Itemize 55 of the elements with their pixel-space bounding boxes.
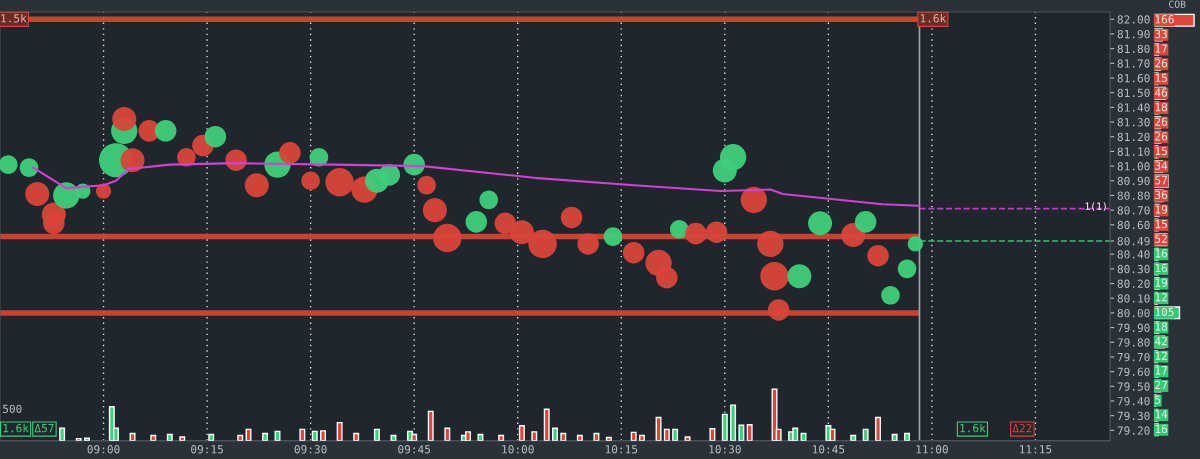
x-tick-label: 10:15: [605, 445, 638, 454]
y-tick-label: 81.80: [1117, 44, 1150, 54]
annotation: 1.6k: [960, 423, 986, 433]
y-tick-label: 80.30: [1117, 264, 1150, 274]
y-tick-label: 79.90: [1117, 323, 1150, 332]
data-label: 105: [1155, 307, 1174, 317]
annotation: Δ22: [1012, 423, 1032, 433]
y-tick-label: 79.30: [1117, 411, 1150, 421]
y-tick-label: 81.30: [1117, 118, 1150, 127]
y-tick-label: 81.50: [1117, 88, 1150, 98]
data-label: 52: [1155, 234, 1167, 243]
data-label: 12: [1155, 351, 1167, 360]
y-tick-label: 81.90: [1117, 29, 1150, 39]
y-tick-label: 81.10: [1117, 147, 1150, 156]
annotation: 1.6k: [920, 13, 947, 23]
x-tick-label: 09:00: [87, 445, 120, 454]
data-label: 46: [1154, 88, 1168, 97]
annotation: Δ57: [34, 424, 54, 433]
y-tick-label: 80.40: [1117, 250, 1150, 259]
x-tick-label: 11:00: [916, 445, 948, 454]
data-label: 57: [1155, 176, 1167, 185]
x-tick-label: 10:45: [812, 445, 845, 454]
y-tick-label: 80.90: [1117, 176, 1150, 186]
y-tick-label: 79.20: [1117, 426, 1150, 435]
y-tick-label: 81.60: [1117, 74, 1150, 83]
y-tick-label: 81.00: [1117, 162, 1150, 171]
annotation: 500: [3, 404, 22, 414]
annotation: 1.5k: [1, 13, 27, 23]
y-tick-label: 80.80: [1117, 191, 1150, 200]
y-tick-label: 79.40: [1117, 397, 1150, 406]
y-tick-label: 81.20: [1117, 132, 1150, 142]
y-tick-label: 79.70: [1117, 352, 1150, 362]
y-tick-label: 81.40: [1117, 103, 1150, 112]
y-tick-label: 80.10: [1117, 294, 1150, 303]
y-tick-label: 80.49: [1117, 236, 1150, 246]
x-tick-label: 11:15: [1020, 445, 1052, 454]
y-tick-label: 79.50: [1117, 382, 1150, 391]
y-tick-label: 79.60: [1117, 367, 1150, 377]
y-tick-label: 81.70: [1117, 59, 1150, 68]
y-tick-label: 80.20: [1117, 279, 1150, 288]
x-tick-label: 09:45: [398, 445, 431, 454]
chart-title: COB: [1169, 0, 1186, 8]
annotation: 1.6k: [3, 423, 29, 433]
data-label: 12: [1155, 293, 1167, 302]
annotation: 1(1): [1085, 202, 1106, 211]
y-tick-label: 82.00: [1117, 15, 1150, 24]
x-tick-label: 10:00: [502, 445, 534, 454]
x-tick-label: 09:30: [294, 445, 327, 454]
y-tick-label: 79.80: [1117, 338, 1150, 347]
x-tick-label: 09:15: [191, 445, 223, 454]
data-label: 166: [1155, 15, 1174, 24]
y-tick-label: 80.00: [1117, 308, 1150, 318]
y-tick-label: 80.70: [1117, 206, 1150, 215]
y-tick-label: 80.60: [1117, 220, 1150, 230]
x-tick-label: 10:30: [709, 445, 741, 454]
